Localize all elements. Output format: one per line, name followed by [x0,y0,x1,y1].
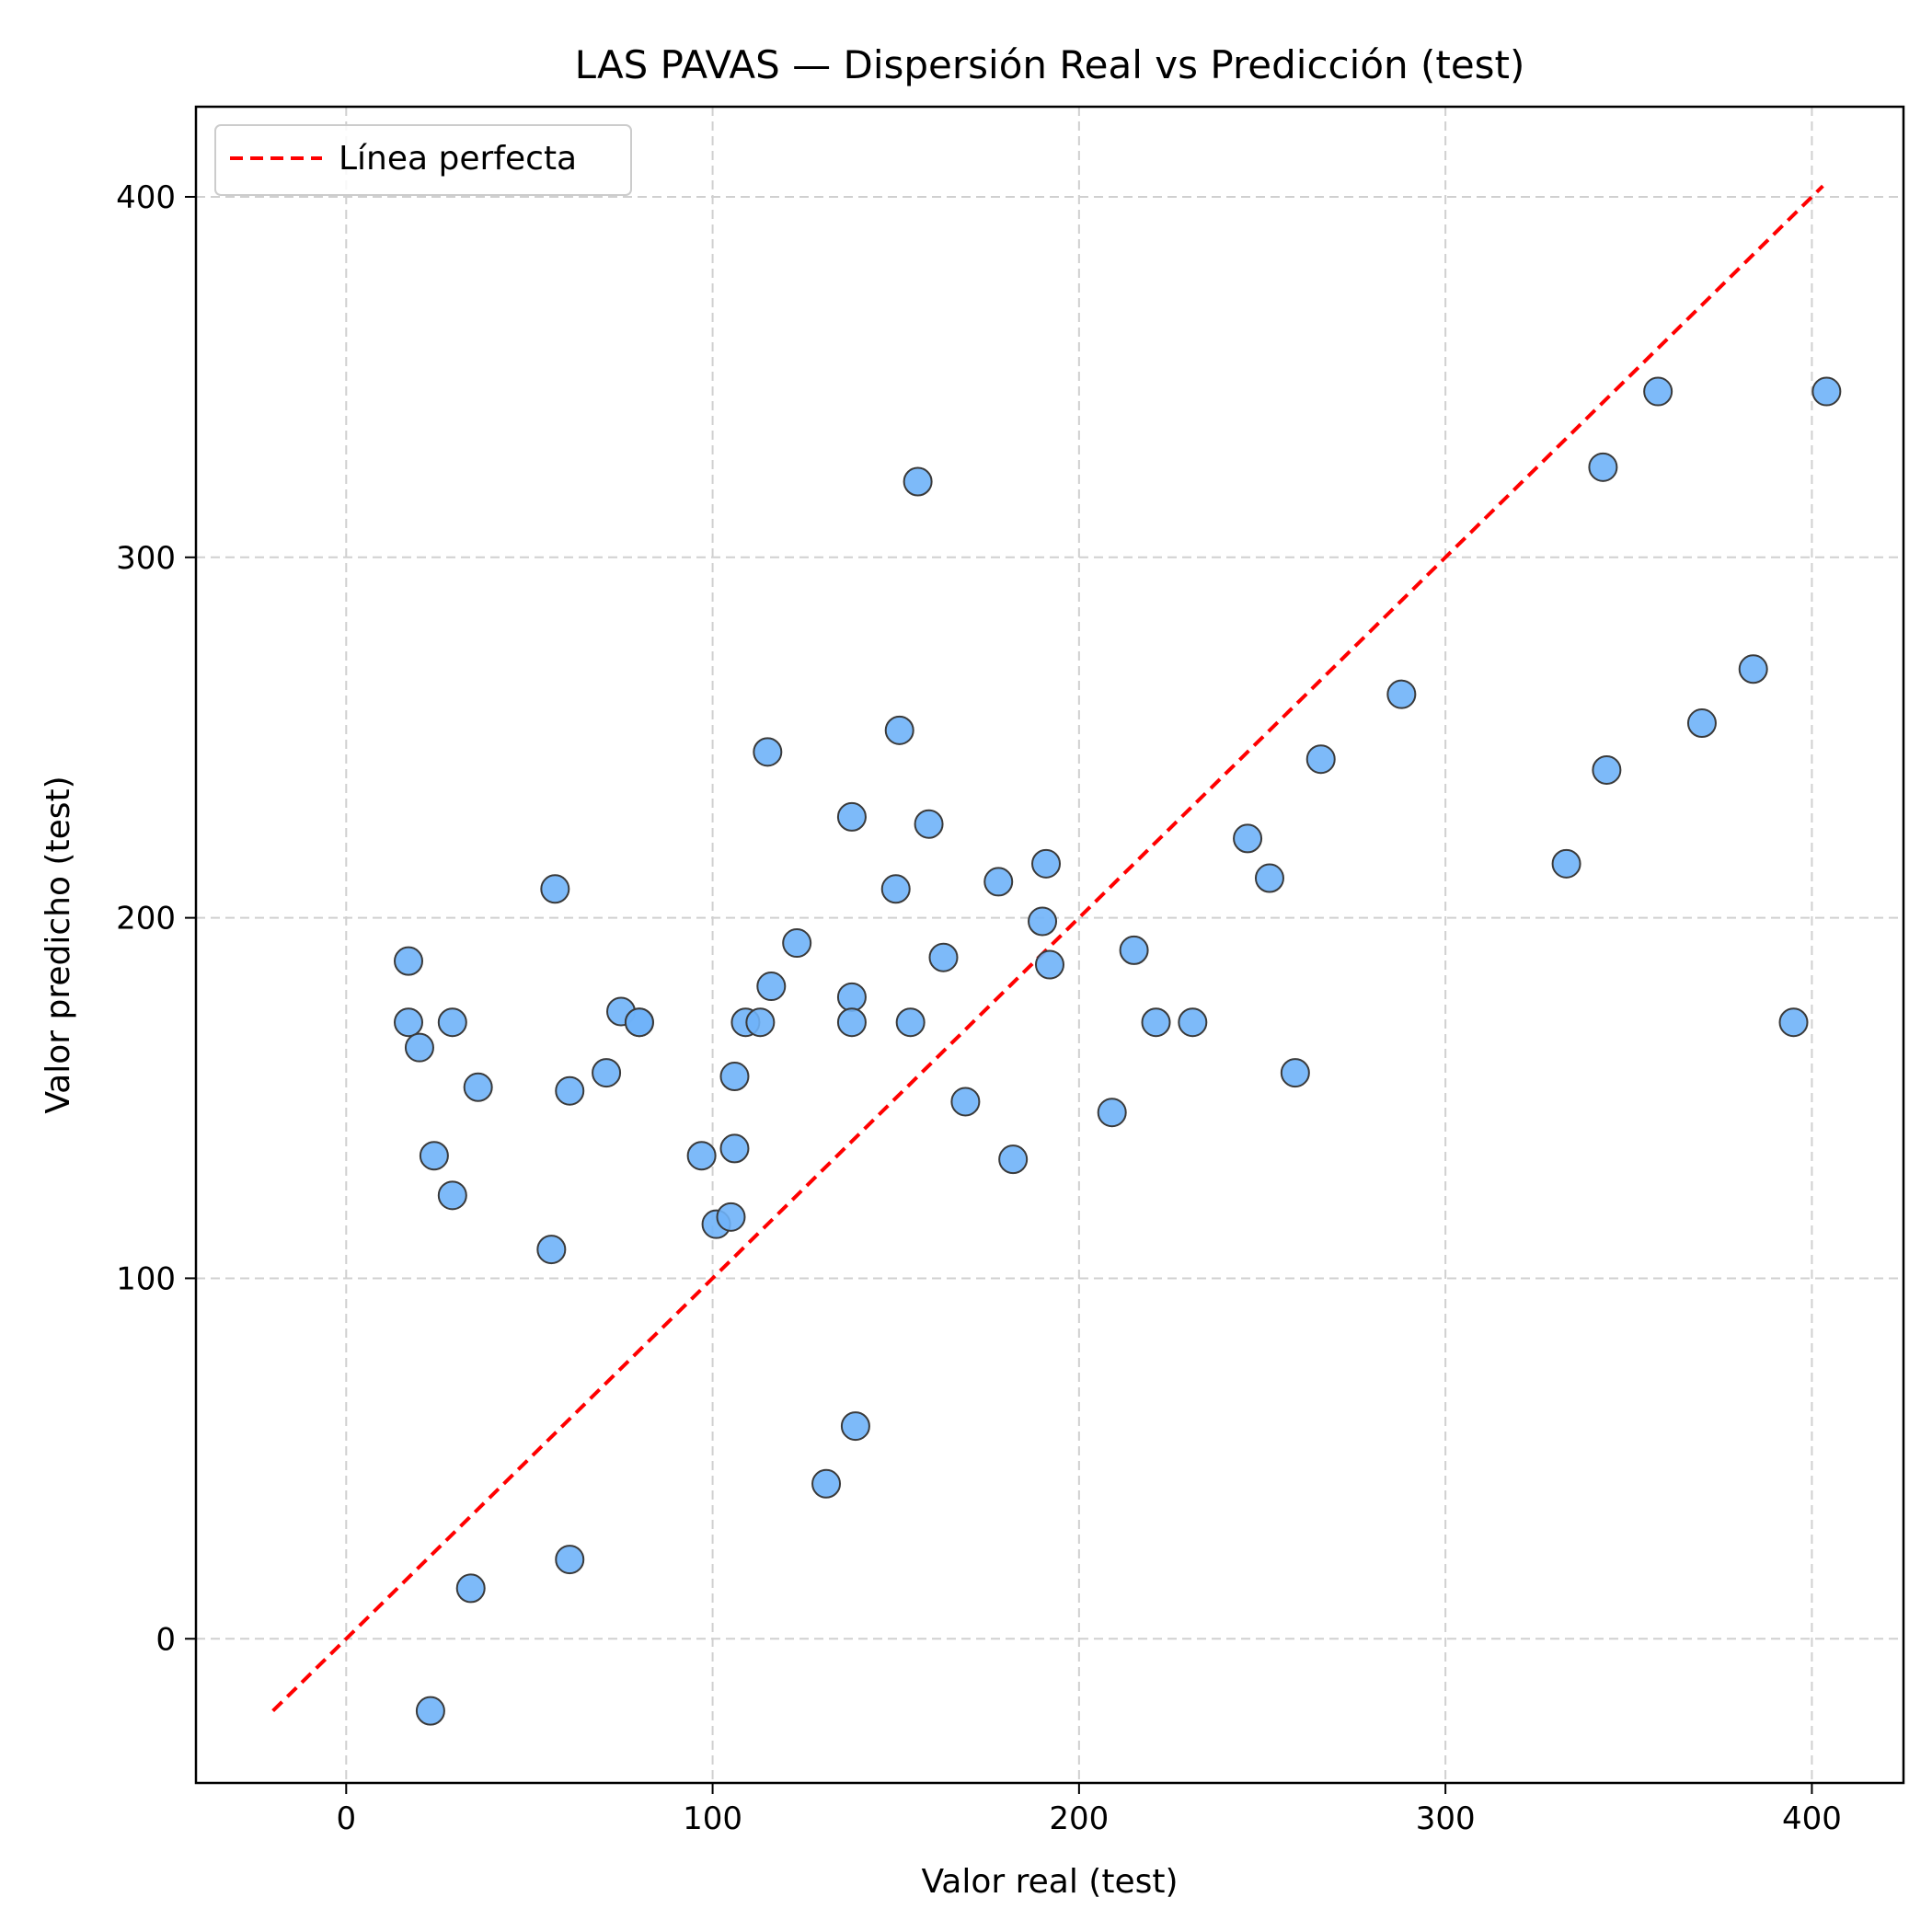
scatter-point [592,1058,622,1088]
scatter-point [394,946,424,976]
scatter-point [782,928,812,959]
scatter-point [895,1007,926,1038]
scatter-point [1035,949,1064,980]
scatter-point [1778,1007,1809,1038]
scatter-point [950,1087,981,1117]
scatter-point [1028,906,1058,937]
reference-line-layer [271,184,1824,1713]
y-tick-label: 400 [116,179,176,216]
scatter-point [903,466,933,497]
y-tick-label: 200 [116,901,176,937]
scatter-point [415,1696,445,1726]
x-tick-label: 400 [1782,1800,1842,1837]
scatter-point [884,715,914,745]
scatter-point [1738,654,1768,684]
legend: Línea perfecta [214,124,632,196]
scatter-point [1233,823,1263,854]
scatter-point [756,972,787,1002]
scatter-point [880,874,911,904]
scatter-point [753,737,783,767]
scatter-point [1254,863,1284,893]
y-axis-label: Valor predicho (test) [40,776,77,1113]
x-axis-label: Valor real (test) [921,1863,1178,1901]
scatter-point [540,874,570,904]
scatter-point [928,942,959,972]
data-points [394,376,1842,1726]
scatter-point [437,1007,467,1038]
scatter-point [1119,935,1149,965]
scatter-point [1141,1007,1171,1038]
x-tick-label: 300 [1416,1800,1476,1837]
scatter-point [1280,1058,1310,1088]
scatter-point [394,1007,424,1038]
scatter-point [1592,754,1622,785]
x-tick-label: 0 [336,1800,356,1837]
scatter-point [1643,376,1673,407]
scatter-point [404,1032,434,1063]
scatter-point [624,1007,654,1038]
scatter-point [836,982,867,1012]
scatter-point [455,1573,486,1604]
ticks: 0 100 200 300 400 0 100 200 300 400 [116,179,1842,1837]
x-tick-label: 100 [683,1800,742,1837]
scatter-point [555,1075,585,1106]
chart-title: LAS PAVAS — Dispersión Real vs Predicció… [575,42,1525,87]
perfect-line [271,184,1824,1713]
scatter-point [1097,1098,1127,1128]
scatter-point [745,1007,776,1038]
y-tick-label: 100 [116,1260,176,1297]
scatter-point [719,1062,750,1092]
scatter-point [437,1180,467,1211]
scatter-point [555,1545,585,1575]
scatter-point [983,867,1014,897]
scatter-point [1686,708,1717,739]
scatter-point [1031,848,1062,879]
scatter-point [686,1141,717,1171]
y-tick-label: 0 [155,1621,176,1658]
scatter-point [998,1144,1029,1175]
scatter-point [463,1072,493,1102]
scatter-point [1811,376,1842,407]
scatter-point [836,801,867,832]
scatter-point [914,809,944,839]
scatter-point [1305,744,1336,775]
legend-box [214,124,632,196]
x-tick-label: 200 [1049,1800,1109,1837]
scatter-point [536,1235,567,1265]
scatter-point [716,1202,746,1232]
legend-label: Línea perfecta [339,140,577,178]
scatter-point [419,1141,449,1171]
scatter-point [719,1133,750,1164]
scatter-point [1588,452,1618,482]
scatter-point [1386,679,1417,709]
scatter-point [1178,1007,1208,1038]
scatter-point [840,1411,870,1442]
scatter-point [1551,848,1581,879]
scatter-point [811,1468,842,1499]
scatter-point [836,1007,867,1038]
plot-frame [194,105,1905,1785]
y-tick-label: 300 [116,540,176,577]
